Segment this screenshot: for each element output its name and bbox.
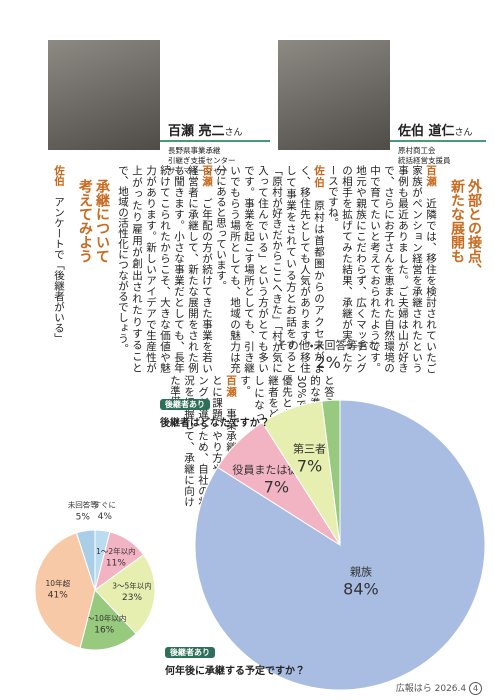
slice-value: 23% <box>122 593 142 603</box>
paragraph: 百瀬 近隣では、移住を検討されていたご家族がペンション経営を承継されたという事例… <box>326 165 438 373</box>
slice-value: 11% <box>106 559 126 569</box>
affiliation: 引継ぎ支援センター <box>168 156 236 165</box>
affiliation: 長野県事業承継 <box>168 146 221 155</box>
name-rule <box>390 140 486 142</box>
chart-title: 何年後に承継する予定ですか？ <box>165 666 305 677</box>
speaker: 百瀬 <box>201 165 213 187</box>
affiliation: 原村商工会 <box>398 146 436 155</box>
paragraph: 佐伯 アンケートで「後継者がいる」 <box>52 165 66 373</box>
pie-slice <box>79 588 137 651</box>
slice-label: 6〜10年以内 <box>82 613 126 623</box>
slice-value: 7% <box>264 478 289 497</box>
slice-label: 3〜5年以内 <box>112 580 152 590</box>
section-heading: 承継について 考えてみよう <box>76 165 110 373</box>
name: 百瀬 亮二 <box>168 124 225 139</box>
slice-value: 4% <box>98 512 113 522</box>
role: サブマネージャー <box>168 166 228 175</box>
issue: 2026.4 <box>434 684 467 694</box>
text: ご年配の方が続けてきた事業を若い経営者に承継して、新たな展開をされた例も聞きます… <box>117 165 213 373</box>
slice-value: 2% <box>315 353 340 372</box>
pie-slice <box>75 529 96 591</box>
heading-line: 考えてみよう <box>77 179 93 263</box>
name-rule <box>160 140 270 142</box>
chart-header: 後継者あり 後継者はどなたですか？ <box>160 392 270 430</box>
paragraph: 百瀬 ご年配の方が続けてきた事業を若い経営者に承継して、新たな展開をされた例も聞… <box>116 165 214 373</box>
profile-affiliation: 原村商工会 統括経営支援員 <box>398 146 451 166</box>
pie-slice <box>34 532 96 649</box>
slice-value: 16% <box>94 625 114 635</box>
profile-name: 佐伯 道仁さん <box>398 120 473 139</box>
text: アンケートで「後継者がいる」 <box>53 196 65 344</box>
speaker: 佐伯 <box>313 165 325 189</box>
slice-value: 84% <box>343 579 379 598</box>
text: 近隣では、移住を検討されていたご家族がペンション経営を承継されたという事例も最近… <box>327 165 437 373</box>
slice-label: 第三者 <box>293 442 326 456</box>
profile-affiliation: 長野県事業承継 引継ぎ支援センター サブマネージャー <box>168 146 236 176</box>
paragraph: 佐伯 原村は首都圏からのアクセスがよく、移住先としても人気があります。移住して事… <box>214 165 326 373</box>
profile-name: 百瀬 亮二さん <box>168 120 243 139</box>
photo-saeki <box>278 40 390 150</box>
article-upper: 外部との接点、 新たな展開も 百瀬 近隣では、移住を検討されていたご家族がペンショ… <box>42 165 488 373</box>
chart-header: 後継者あり 何年後に承継する予定ですか？ <box>165 640 305 678</box>
honorific: さん <box>454 128 473 138</box>
slice-value: 5% <box>76 512 91 522</box>
honorific: さん <box>224 128 243 138</box>
pie-slice <box>321 399 341 546</box>
footer: 広報はら 2026.4 4 <box>396 681 482 695</box>
pie-slice <box>94 554 156 635</box>
speaker: 百瀬 <box>425 165 437 187</box>
chart-title: 後継者はどなたですか？ <box>160 418 270 429</box>
slice-value: 7% <box>297 457 322 476</box>
heading-line: 外部との接点、 <box>466 179 482 277</box>
chart-tag: 後継者あり <box>160 399 210 410</box>
name: 佐伯 道仁 <box>398 124 455 139</box>
speaker: 百瀬 <box>225 375 237 398</box>
slice-label: 10年超 <box>46 578 71 588</box>
page-number: 4 <box>469 682 482 695</box>
text: 原村は首都圏からのアクセスがよく、移住先としても人気があります。移住して事業をさ… <box>215 165 325 373</box>
photo-momose <box>48 40 160 150</box>
slice-label: 1〜2年以内 <box>96 546 136 556</box>
slice-label: その他・未回答等含む <box>277 338 380 352</box>
speaker: 佐伯 <box>53 165 65 186</box>
heading-line: 新たな展開も <box>449 179 465 263</box>
section-heading: 外部との接点、 新たな展開も <box>448 165 482 373</box>
heading-line: 承継について <box>94 179 110 263</box>
slice-label: すぐに <box>94 500 117 509</box>
publication: 広報はら <box>395 684 432 694</box>
slice-label: 親族 <box>350 564 372 578</box>
chart-tag: 後継者あり <box>165 647 215 658</box>
slice-value: 41% <box>48 590 68 600</box>
slice-label: 未回答等 <box>68 500 98 510</box>
role: 統括経営支援員 <box>398 156 451 165</box>
